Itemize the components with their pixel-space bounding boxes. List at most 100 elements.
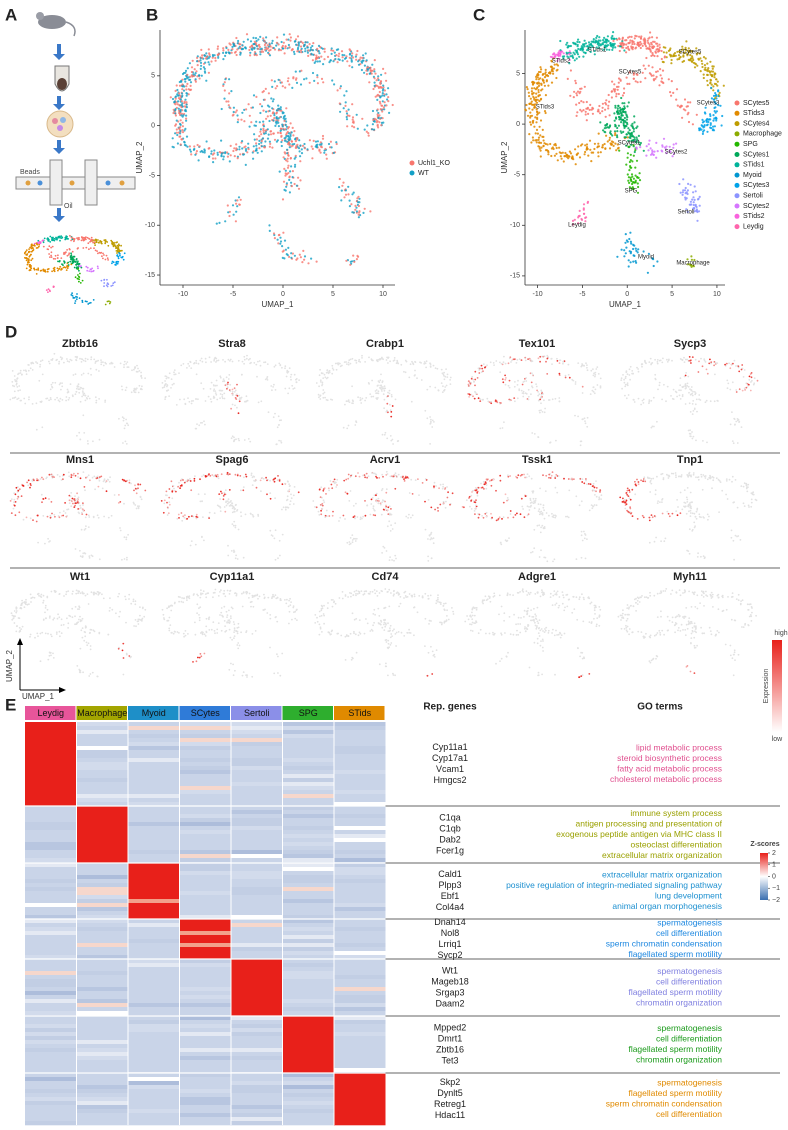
cell-dot [537, 94, 540, 97]
cell-dot [701, 121, 705, 124]
cell-dot [361, 59, 364, 62]
cell-dot [537, 136, 541, 139]
cell-dot [243, 439, 246, 441]
cell-dot [525, 380, 528, 382]
cell-dot [352, 402, 354, 405]
cell-dot [655, 156, 658, 159]
cell-dot [531, 360, 534, 363]
cell-dot [615, 149, 618, 152]
cell-dot [600, 498, 602, 500]
cell-dot [544, 490, 547, 492]
cell-dot [186, 77, 189, 80]
cell-dot [584, 150, 587, 154]
cell-dot [262, 129, 265, 132]
cell-dot [686, 263, 689, 266]
cell-dot [473, 397, 476, 400]
cell-dot [441, 372, 444, 375]
cell-dot [388, 520, 391, 523]
cell-dot [691, 394, 694, 397]
cell-dot [701, 132, 705, 135]
cell-dot [323, 50, 326, 53]
cell-dot [676, 58, 679, 61]
cell-dot [465, 499, 468, 502]
cell-dot [208, 517, 211, 519]
cell-dot [550, 66, 554, 69]
cell-dot [285, 182, 288, 185]
cell-dot [307, 54, 310, 58]
cell-dot [635, 146, 638, 149]
tissue [57, 78, 67, 90]
cell-dot [568, 62, 571, 65]
cell-dot [602, 129, 605, 132]
cell-dot [327, 142, 331, 146]
cell-dot [676, 395, 678, 398]
cell-dot [102, 361, 104, 364]
cell-dot [36, 479, 38, 482]
cell-dot [681, 191, 685, 194]
cell-dot [381, 488, 384, 490]
cell-dot [205, 140, 208, 143]
cell-dot [628, 71, 631, 74]
cell-dot [647, 149, 650, 152]
cell-dot [597, 44, 601, 47]
cell-dot [605, 48, 608, 51]
cell-dot [315, 54, 318, 57]
cell-dot [70, 499, 72, 502]
cell-dot [714, 101, 717, 104]
cell-dot [731, 440, 734, 442]
cell-dot [194, 80, 197, 83]
cell-dot [563, 360, 566, 362]
cell-dot [253, 479, 256, 482]
cell-dot [385, 359, 388, 361]
cell-dot [320, 372, 323, 375]
cell-dot [698, 204, 701, 207]
cell-dot [403, 480, 406, 482]
cell-dot [611, 134, 614, 137]
cell-dot [358, 197, 361, 200]
cell-dot [183, 398, 186, 401]
cell-dot [168, 503, 171, 506]
cell-dot [204, 475, 207, 477]
cell-dot [427, 499, 430, 501]
cell-dot [226, 387, 228, 390]
cell-dot [526, 473, 529, 476]
cell-dot [351, 52, 354, 55]
cell-dot [287, 38, 290, 41]
cell-dot [507, 384, 510, 387]
cell-dot [592, 374, 595, 377]
cell-dot [80, 511, 83, 514]
cell-dot [652, 40, 655, 43]
cell-dot [340, 189, 343, 192]
cell-dot [291, 176, 294, 179]
cell-dot [712, 129, 716, 132]
cell-dot [690, 359, 692, 362]
cell-dot [138, 370, 141, 372]
cell-dot [681, 386, 684, 388]
cell-dot [665, 51, 668, 54]
cell-dot [96, 514, 99, 517]
cell-dot [12, 507, 15, 510]
cell-dot [572, 96, 575, 99]
cell-dot [709, 122, 712, 125]
cell-dot [293, 373, 296, 376]
cell-dot [24, 369, 27, 372]
cell-dot [219, 498, 222, 500]
cell-dot [680, 389, 682, 392]
cell-dot [238, 439, 241, 442]
cell-dot [232, 106, 235, 109]
cell-dot [389, 475, 392, 478]
cell-dot [242, 486, 245, 488]
cell-dot [368, 81, 371, 84]
cell-dot [281, 111, 284, 114]
cell-dot [62, 478, 64, 481]
cell-dot [184, 80, 187, 83]
cell-dot [171, 490, 174, 493]
cell-dot [669, 91, 672, 94]
cell-dot [512, 358, 515, 361]
cell-dot [509, 399, 511, 402]
cell-dot [140, 371, 143, 374]
cell-dot [160, 500, 163, 502]
cell-dot [387, 395, 389, 397]
legend-label: STids2 [743, 213, 765, 220]
cell-dot [535, 139, 538, 142]
